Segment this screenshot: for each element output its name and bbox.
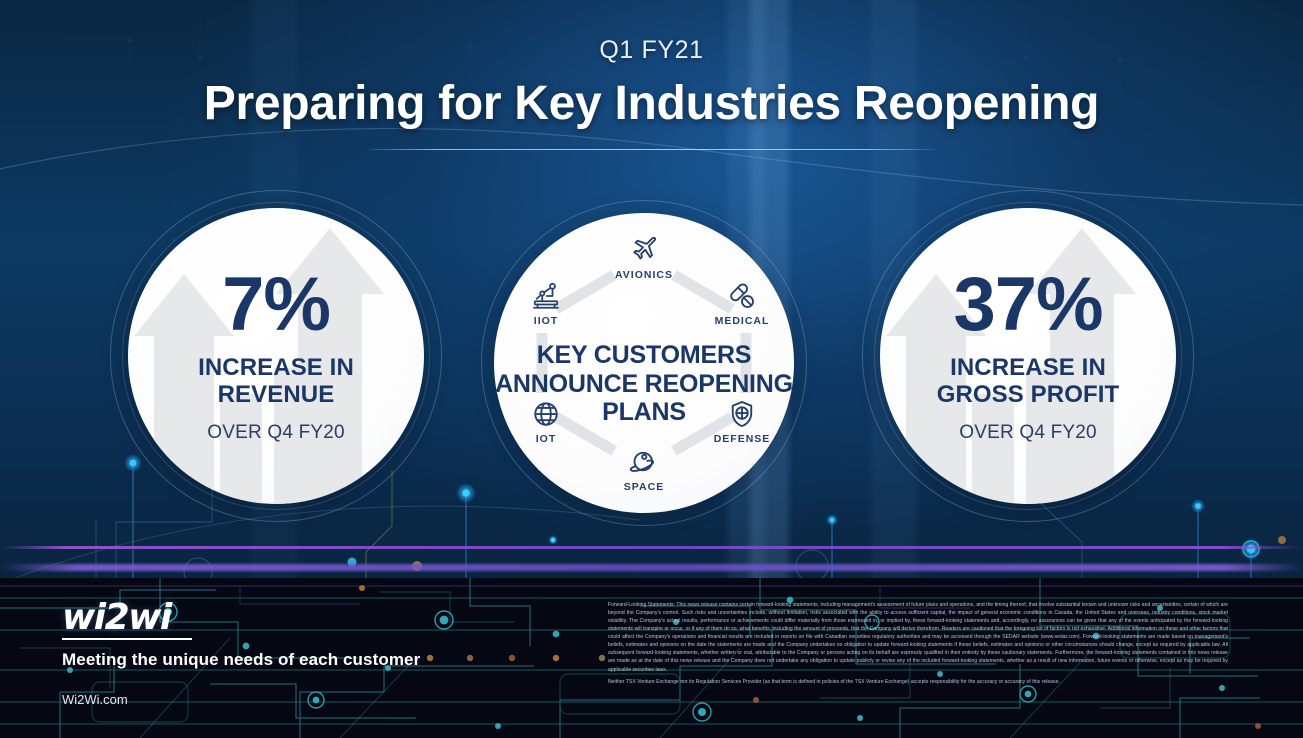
wheel-node-label: DEFENSE	[713, 433, 771, 445]
stat-percent: 37%	[953, 262, 1103, 348]
wheel-node-label: AVIONICS	[615, 269, 673, 281]
stat-sublabel: OVER Q4 FY20	[207, 421, 345, 443]
left-stat-disc: 7% INCREASE IN REVENUE OVER Q4 FY20	[128, 208, 424, 504]
planet-icon	[602, 447, 686, 477]
wheel-title: KEY CUSTOMERS ANNOUNCE REOPENING PLANS	[494, 341, 794, 427]
wheel-node-space[interactable]: SPACE	[602, 447, 686, 493]
accent-band-top	[0, 546, 1303, 549]
left-ring-inner	[122, 202, 430, 510]
right-ring-outer	[862, 190, 1194, 522]
airplane-icon	[602, 235, 686, 265]
legal-paragraph-2: Neither TSX Venture Exchange nor its Reg…	[608, 678, 1060, 685]
growth-arrows-watermark	[886, 228, 1136, 504]
wheel-title-line3: PLANS	[602, 398, 686, 426]
stat-label-line1: INCREASE IN	[950, 353, 1106, 381]
circuit-traces	[0, 578, 1303, 738]
title-divider	[369, 149, 935, 150]
left-ring-outer	[110, 190, 442, 522]
legal-disclaimer: Forward-Looking Statements: This news re…	[608, 601, 1228, 689]
wheel-node-label: IIOT	[533, 315, 559, 327]
stat-label-line1: INCREASE IN	[198, 353, 354, 381]
wheel-node-label: MEDICAL	[714, 315, 770, 327]
wheel-node-iot[interactable]: IOT	[504, 399, 588, 445]
wheel-node-medical[interactable]: MEDICAL	[700, 281, 784, 327]
wheel-node-defense[interactable]: DEFENSE	[700, 399, 784, 445]
shield-icon	[700, 399, 784, 429]
wheel-node-avionics[interactable]: AVIONICS	[602, 235, 686, 281]
wheel-title-line2: ANNOUNCE REOPENING	[495, 369, 793, 398]
stat-label: INCREASE IN GROSS PROFIT	[936, 353, 1120, 409]
right-ring-inner	[874, 202, 1182, 510]
robot-arm-icon	[504, 281, 588, 311]
wheel-ring-outer	[481, 200, 807, 526]
legal-paragraph-1: Forward-Looking Statements: This news re…	[608, 602, 1228, 673]
circuit-board-footer	[0, 578, 1303, 738]
wheel-title-line1: KEY CUSTOMERS	[536, 341, 752, 369]
wheel-node-label: IOT	[535, 433, 557, 445]
company-website[interactable]: Wi2Wi.com	[62, 692, 128, 707]
stat-label: INCREASE IN REVENUE	[198, 353, 354, 409]
stat-label-line2: REVENUE	[217, 380, 335, 408]
growth-arrows-watermark	[134, 228, 384, 504]
slide-eyebrow: Q1 FY21	[599, 36, 704, 64]
stat-label-line2: GROSS PROFIT	[936, 380, 1120, 408]
right-stat-disc: 37% INCREASE IN GROSS PROFIT OVER Q4 FY2…	[880, 208, 1176, 504]
stat-sublabel: OVER Q4 FY20	[959, 421, 1097, 443]
company-tagline: Meeting the unique needs of each custome…	[62, 650, 421, 669]
logo-underline	[62, 638, 192, 640]
wheel-disc: AVIONICS MEDICAL	[494, 213, 794, 513]
wheel-node-label: SPACE	[623, 481, 665, 493]
company-logo: wi2wi	[62, 597, 172, 638]
globe-icon	[504, 399, 588, 429]
hexagon-connectors	[536, 270, 752, 456]
page-title: Preparing for Key Industries Reopening	[203, 77, 1100, 130]
accent-band-bottom	[0, 564, 1303, 571]
pills-icon	[700, 281, 784, 311]
stat-percent: 7%	[222, 262, 331, 348]
wheel-node-iiot[interactable]: IIOT	[504, 281, 588, 327]
